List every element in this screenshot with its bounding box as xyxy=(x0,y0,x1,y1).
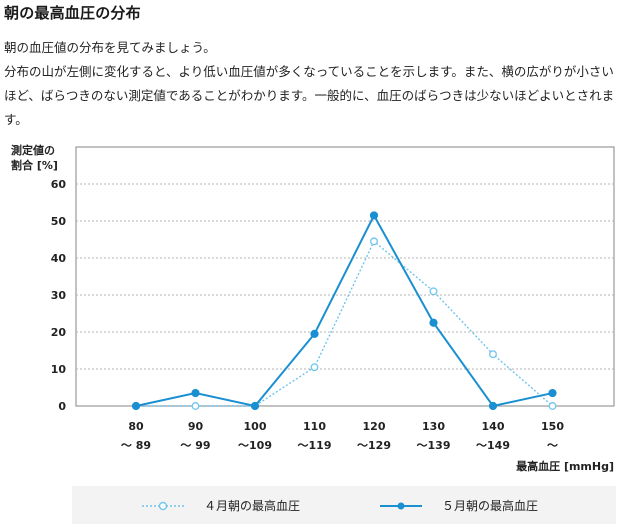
y-tick-label: 10 xyxy=(51,363,67,376)
data-point-may xyxy=(310,329,319,338)
x-tick-label: 110 xyxy=(303,420,326,433)
x-tick-label: 130 xyxy=(422,420,445,433)
x-tick-labels: 80 ～ 89 90 ～ 99 100 ～109 110 ～119 120 ～129 130 ～139… xyxy=(121,420,564,452)
data-point-may xyxy=(191,388,200,398)
x-tick-sublabel: ～129 xyxy=(357,439,391,452)
grid-lines xyxy=(76,183,614,370)
data-point-april xyxy=(370,237,378,246)
y-tick-label: 20 xyxy=(51,326,67,339)
data-point-may xyxy=(488,401,498,411)
y-tick-label: 0 xyxy=(58,400,66,413)
x-tick-label: 140 xyxy=(482,420,505,433)
data-point-may xyxy=(131,401,141,411)
x-tick-sublabel: ～ 99 xyxy=(180,439,210,452)
data-point-may xyxy=(250,401,260,411)
legend: ４月朝の最高血圧 ５月朝の最高血圧 xyxy=(72,486,616,524)
y-tick-labels: 0 10 20 30 40 50 60 xyxy=(51,178,67,413)
x-tick-sublabel: ～139 xyxy=(417,439,451,452)
legend-label-may: ５月朝の最高血圧 xyxy=(442,499,539,513)
series-group xyxy=(131,211,557,411)
legend-item-may: ５月朝の最高血圧 xyxy=(380,497,538,514)
x-tick-label: 120 xyxy=(363,420,386,433)
x-tick-label: 100 xyxy=(244,420,267,433)
data-point-may xyxy=(369,211,379,220)
legend-swatch-april xyxy=(142,501,184,510)
data-point-may xyxy=(429,318,438,327)
plot-frame xyxy=(75,146,615,407)
data-point-april xyxy=(429,287,438,296)
legend-label-april: ４月朝の最高血圧 xyxy=(204,499,301,513)
x-tick-label: 90 xyxy=(188,420,204,433)
series-line-may xyxy=(135,213,553,408)
data-point-april xyxy=(310,363,319,372)
legend-item-april: ４月朝の最高血圧 xyxy=(142,497,300,514)
x-tick-sublabel: ～ 89 xyxy=(121,439,151,452)
y-tick-label: 60 xyxy=(51,178,67,191)
page-heading: 朝の最高血圧の分布 xyxy=(4,4,141,22)
x-tick-label: 150 xyxy=(541,420,564,433)
x-tick-sublabel: ～149 xyxy=(476,439,510,452)
description: 朝の血圧値の分布を見てみましょう。 分布の山が左側に変化すると、より低い血圧値が… xyxy=(4,36,626,132)
x-tick-sublabel: ～109 xyxy=(238,439,272,452)
x-tick-sublabel: ～ xyxy=(547,439,558,452)
data-point-april xyxy=(489,350,497,359)
legend-swatch-may xyxy=(380,502,422,509)
data-point-april xyxy=(548,402,557,410)
x-tick-label: 80 xyxy=(128,420,144,433)
x-axis-label: 最高血圧 [mmHg] xyxy=(516,459,614,473)
data-point-may xyxy=(548,388,557,398)
description-paragraph-2: 分布の山が左側に変化すると、より低い血圧値が多くなっていることを示します。また、… xyxy=(4,64,615,127)
y-tick-label: 30 xyxy=(51,289,67,302)
x-tick-sublabel: ～119 xyxy=(298,439,332,452)
series-line-april xyxy=(136,240,553,407)
description-line-1: 朝の血圧値の分布を見てみましょう。 xyxy=(4,40,216,55)
y-axis-label-line-2: 割合 [%] xyxy=(11,158,58,172)
y-axis-label-line-1: 測定値の xyxy=(11,143,55,157)
y-tick-label: 50 xyxy=(51,215,67,228)
data-point-april xyxy=(191,402,200,410)
y-tick-label: 40 xyxy=(51,252,67,265)
